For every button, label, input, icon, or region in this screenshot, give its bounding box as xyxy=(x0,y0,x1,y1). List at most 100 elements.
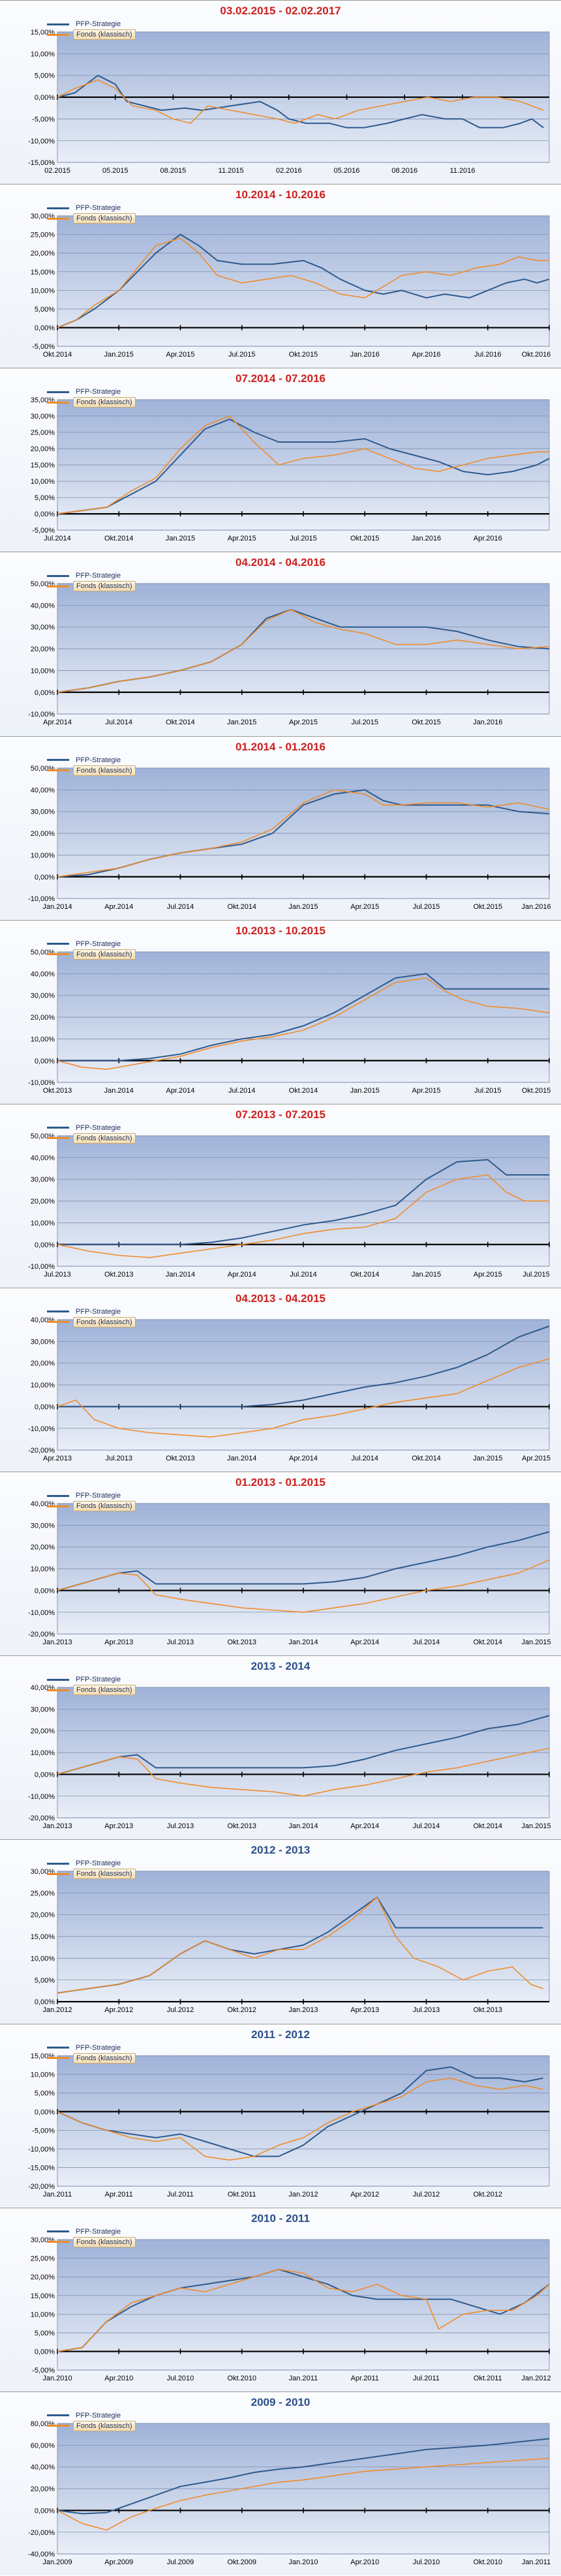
legend-item: Fonds (klassisch) xyxy=(47,1316,140,1327)
chart-svg: 15,00%10,00%5,00%0,00%-5,00%-10,00%-15,0… xyxy=(28,2052,550,2198)
x-tick-label: Jan.2011 xyxy=(43,2191,72,2198)
y-tick-label: 40,00% xyxy=(31,786,55,794)
chart-title: 2013 - 2014 xyxy=(250,1660,311,1673)
chart-svg: 35,00%30,00%25,00%20,00%15,00%10,00%5,00… xyxy=(31,396,550,542)
series-line xyxy=(57,2438,550,2515)
series-line xyxy=(57,74,544,128)
legend-label: PFP-Strategie xyxy=(76,940,121,948)
series-line xyxy=(57,415,549,515)
chart-title: 07.2013 - 07.2015 xyxy=(235,1108,326,1121)
legend-item: PFP-Strategie xyxy=(47,1674,140,1685)
x-tick-label: Jul.2014 xyxy=(290,1271,317,1279)
legend-swatch xyxy=(47,23,69,25)
x-tick-label: Jan.2015 xyxy=(521,1822,551,1830)
x-tick-label: Okt.2015 xyxy=(412,719,441,727)
y-tick-label: 15,00% xyxy=(31,1933,55,1941)
legend-item: Fonds (klassisch) xyxy=(47,1869,140,1880)
legend-swatch xyxy=(47,1494,69,1497)
legend-swatch xyxy=(47,207,69,209)
y-tick-label: 20,00% xyxy=(31,2273,55,2281)
legend-swatch xyxy=(47,1689,69,1691)
x-tick-label: Okt.2014 xyxy=(473,1638,502,1646)
x-tick-label: Jan.2016 xyxy=(412,535,441,542)
y-tick-label: 20,00% xyxy=(31,250,55,258)
legend-swatch xyxy=(47,1505,69,1507)
legend-item: PFP-Strategie xyxy=(47,2227,140,2237)
y-tick-label: 10,00% xyxy=(31,1565,55,1573)
chart-title: 01.2013 - 01.2015 xyxy=(235,1476,326,1489)
x-tick-label: Jan.2014 xyxy=(166,1271,195,1279)
legend-item: PFP-Strategie xyxy=(47,755,140,765)
y-tick-label: 40,00% xyxy=(31,970,55,978)
x-tick-label: 02.2016 xyxy=(276,167,302,175)
x-tick-label: Apr.2011 xyxy=(351,2375,379,2382)
chart-legend: PFP-Strategie Fonds (klassisch) xyxy=(47,1307,140,1327)
legend-item: PFP-Strategie xyxy=(47,2410,140,2421)
y-tick-label: 0,00% xyxy=(35,1057,55,1065)
chart-panel: 40,00% 30,00% 20,00% 10,00% 0,00% -10,00% -20,… xyxy=(0,1472,561,1656)
chart-panel: 50,00% 40,00% 30,00% 20,00% 10,00% 0,00% -10,0… xyxy=(0,735,561,920)
chart-svg: 40,00%30,00%20,00%10,00%0,00%-10,00%-20,… xyxy=(28,1500,551,1646)
legend-item: Fonds (klassisch) xyxy=(47,765,140,776)
legend-label: PFP-Strategie xyxy=(76,2227,121,2236)
x-tick-label: Apr.2015 xyxy=(166,351,195,359)
series-line xyxy=(57,1560,550,1613)
y-tick-label: 0,00% xyxy=(35,1999,55,2007)
y-tick-label: -10,00% xyxy=(28,1263,55,1271)
legend-label: PFP-Strategie xyxy=(76,1492,121,1500)
legend-item: Fonds (klassisch) xyxy=(47,949,140,960)
series-line xyxy=(57,233,550,329)
y-tick-label: 30,00% xyxy=(31,1706,55,1714)
y-tick-label: 0,00% xyxy=(35,325,55,333)
legend-item: PFP-Strategie xyxy=(47,570,140,581)
chart-legend: PFP-Strategie Fonds (klassisch) xyxy=(47,387,140,408)
x-tick-label: Jan.2016 xyxy=(521,903,551,911)
legend-swatch xyxy=(47,2230,69,2233)
chart-panel: 30,00% 25,00% 20,00% 15,00% 10,00% 5,00% 0,00%… xyxy=(0,2207,561,2391)
y-tick-label: 0,00% xyxy=(35,1403,55,1411)
legend-item: PFP-Strategie xyxy=(47,1858,140,1869)
chart-panel: 15,00% 10,00% 5,00% 0,00% -5,00% -10,00% -15,0… xyxy=(0,0,561,185)
x-tick-label: Apr.2012 xyxy=(104,2007,133,2015)
x-tick-label: Jul.2014 xyxy=(228,1087,256,1095)
chart-legend: PFP-Strategie Fonds (klassisch) xyxy=(47,1123,140,1144)
legend-swatch xyxy=(47,574,69,577)
x-tick-label: 11.2016 xyxy=(449,167,475,175)
x-tick-label: Okt.2013 xyxy=(104,1271,134,1279)
legend-item: PFP-Strategie xyxy=(47,1307,140,1317)
x-tick-label: Apr.2014 xyxy=(43,719,72,727)
x-tick-label: Jul.2009 xyxy=(167,2558,194,2566)
x-tick-label: Jul.2013 xyxy=(105,1455,132,1462)
x-tick-label: Jul.2014 xyxy=(167,903,194,911)
legend-label: PFP-Strategie xyxy=(76,1123,121,1132)
y-tick-label: 10,00% xyxy=(31,2071,55,2079)
y-tick-label: -5,00% xyxy=(32,115,55,123)
chart-title: 2010 - 2011 xyxy=(251,2212,310,2225)
x-tick-label: Jul.2010 xyxy=(167,2375,194,2382)
chart-legend: PFP-Strategie Fonds (klassisch) xyxy=(47,939,140,960)
x-tick-label: Okt.2014 xyxy=(350,1271,380,1279)
legend-label: Fonds (klassisch) xyxy=(73,1316,136,1327)
y-tick-label: 30,00% xyxy=(31,624,55,632)
legend-swatch xyxy=(47,943,69,945)
legend-swatch xyxy=(47,217,69,220)
y-tick-label: 60,00% xyxy=(31,2442,55,2450)
y-tick-label: 10,00% xyxy=(31,1955,55,1963)
series-line xyxy=(57,2077,543,2161)
x-tick-label: Okt.2014 xyxy=(227,903,256,911)
legend-swatch xyxy=(47,2425,69,2427)
x-tick-label: Jan.2015 xyxy=(350,1087,380,1095)
legend-swatch xyxy=(47,2047,69,2049)
y-tick-label: 5,00% xyxy=(35,2330,55,2337)
chart-svg: 50,00%40,00%30,00%20,00%10,00%0,00%-10,0… xyxy=(28,949,551,1095)
y-tick-label: -20,00% xyxy=(28,2529,55,2537)
x-tick-label: Jan.2012 xyxy=(42,2007,72,2015)
y-tick-label: -5,00% xyxy=(32,343,55,351)
chart-panel: 50,00% 40,00% 30,00% 20,00% 10,00% 0,00% -10,0… xyxy=(0,552,561,736)
series-line xyxy=(57,609,550,694)
x-tick-label: Apr.2014 xyxy=(104,903,133,911)
legend-label: PFP-Strategie xyxy=(76,204,121,213)
x-tick-label: Jan.2013 xyxy=(288,2007,318,2015)
y-tick-label: 10,00% xyxy=(31,1035,55,1043)
y-tick-label: 5,00% xyxy=(35,306,55,314)
